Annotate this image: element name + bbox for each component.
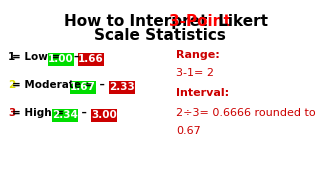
Text: = High =: = High = bbox=[12, 108, 68, 118]
Bar bbox=[91, 109, 117, 122]
Text: 1.00: 1.00 bbox=[48, 55, 74, 64]
Text: 3-Point: 3-Point bbox=[169, 14, 231, 29]
Text: –: – bbox=[96, 80, 108, 90]
Bar bbox=[78, 53, 104, 66]
Text: 1: 1 bbox=[8, 52, 15, 62]
Text: 1.66: 1.66 bbox=[78, 55, 104, 64]
Bar bbox=[52, 109, 78, 122]
Text: –: – bbox=[74, 52, 79, 62]
Bar bbox=[109, 81, 135, 94]
Bar bbox=[48, 53, 74, 66]
Text: –: – bbox=[78, 108, 90, 118]
Text: 2÷3= 0.6666 rounded to: 2÷3= 0.6666 rounded to bbox=[176, 108, 316, 118]
Bar bbox=[70, 81, 96, 94]
Text: Likert: Likert bbox=[213, 14, 268, 29]
Text: 2.34: 2.34 bbox=[52, 111, 78, 120]
Text: Range:: Range: bbox=[176, 50, 220, 60]
Text: 3: 3 bbox=[8, 108, 15, 118]
Text: 0.67: 0.67 bbox=[176, 126, 201, 136]
Text: 3.00: 3.00 bbox=[91, 111, 117, 120]
Text: Scale Statistics: Scale Statistics bbox=[94, 28, 226, 43]
Text: Interval:: Interval: bbox=[176, 88, 229, 98]
Text: = Moderate =: = Moderate = bbox=[12, 80, 97, 90]
Text: 3-1= 2: 3-1= 2 bbox=[176, 68, 214, 78]
Text: 2.33: 2.33 bbox=[109, 82, 135, 93]
Text: 1.67: 1.67 bbox=[70, 82, 96, 93]
Text: = Low =: = Low = bbox=[12, 52, 64, 62]
Text: How to Interpret: How to Interpret bbox=[64, 14, 212, 29]
Text: 2: 2 bbox=[8, 80, 15, 90]
